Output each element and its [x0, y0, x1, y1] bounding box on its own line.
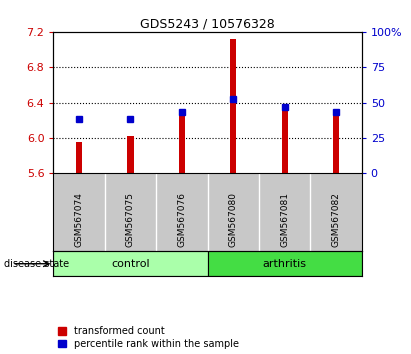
Legend: transformed count, percentile rank within the sample: transformed count, percentile rank withi… — [58, 326, 239, 349]
Bar — [208, 251, 362, 276]
Title: GDS5243 / 10576328: GDS5243 / 10576328 — [140, 18, 275, 31]
Text: GSM567082: GSM567082 — [332, 193, 340, 247]
Text: GSM567076: GSM567076 — [178, 193, 186, 247]
Bar — [53, 251, 208, 276]
Text: control: control — [111, 259, 150, 269]
Bar — [76, 142, 82, 173]
Text: GSM567081: GSM567081 — [280, 193, 289, 247]
Bar — [127, 136, 134, 173]
Text: disease state: disease state — [4, 259, 69, 269]
Bar — [179, 114, 185, 173]
Text: GSM567074: GSM567074 — [75, 193, 83, 247]
Text: GSM567075: GSM567075 — [126, 193, 135, 247]
Bar — [333, 113, 339, 173]
Bar — [282, 104, 288, 173]
Text: GSM567080: GSM567080 — [229, 193, 238, 247]
Text: arthritis: arthritis — [263, 259, 307, 269]
Bar — [230, 39, 236, 173]
